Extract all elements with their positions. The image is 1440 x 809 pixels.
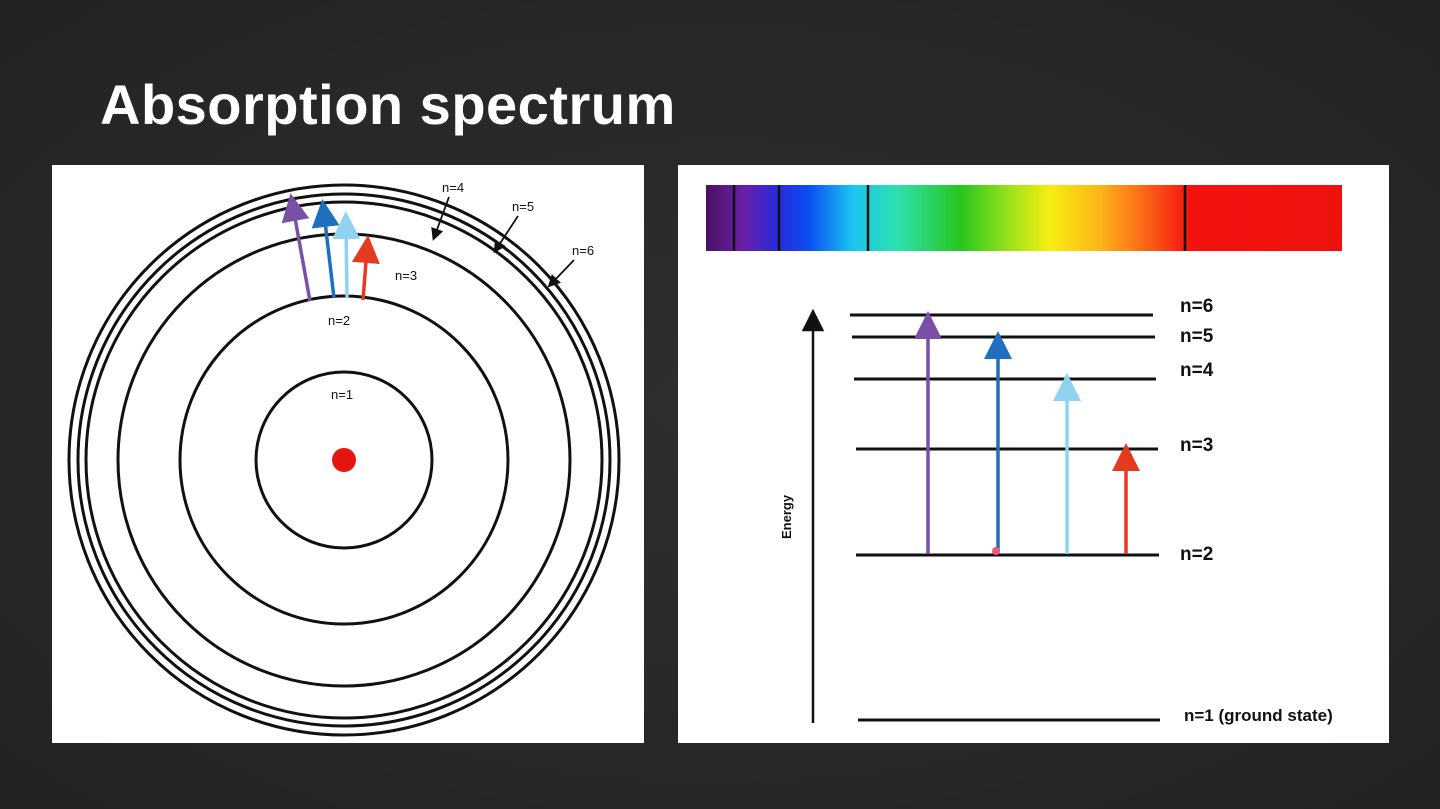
slide-title: Absorption spectrum (100, 73, 676, 136)
pointer-n6 (547, 259, 575, 288)
energy-level-diagram: Energy n=6 n=5 n=4 n=3 n=2 n=1 (ground s… (706, 185, 1342, 725)
shell-n2 (178, 294, 510, 626)
level-label-n2: n=2 (1180, 544, 1213, 565)
shell-label-n5: n=5 (512, 199, 534, 214)
level-label-n1: n=1 (ground state) (1184, 706, 1333, 725)
transition-arrow-cyan (332, 211, 361, 299)
bohr-model-panel: n=1 n=2 n=3 n=4 n=5 n=6 (52, 165, 644, 743)
shell-n4 (84, 200, 604, 720)
spectrum-band (706, 185, 1342, 251)
shell-n5 (76, 192, 612, 728)
shell-n6 (67, 183, 621, 737)
electron-marker (992, 547, 1000, 555)
level-label-n5: n=5 (1180, 326, 1214, 347)
level-label-n6: n=6 (1180, 296, 1213, 317)
level-label-n3: n=3 (1180, 435, 1213, 456)
shell-label-n6: n=6 (572, 243, 594, 258)
transition-arrow-purple (281, 193, 312, 302)
pointer-n4 (431, 196, 450, 241)
bohr-model-diagram: n=1 n=2 n=3 n=4 n=5 n=6 (67, 180, 621, 737)
energy-diagram-panel: Energy n=6 n=5 n=4 n=3 n=2 n=1 (ground s… (678, 165, 1389, 743)
nucleus (332, 448, 356, 472)
transition-arrow-red (351, 235, 380, 301)
energy-axis-label: Energy (779, 494, 794, 539)
shell-label-n3: n=3 (395, 268, 417, 283)
level-label-n4: n=4 (1180, 360, 1214, 381)
pointer-n5 (493, 215, 519, 254)
shell-label-n1: n=1 (331, 387, 353, 402)
shell-n1 (254, 370, 434, 550)
shell-label-n4: n=4 (442, 180, 464, 195)
shell-label-n2: n=2 (328, 313, 350, 328)
transition-arrow-blue (311, 199, 340, 299)
